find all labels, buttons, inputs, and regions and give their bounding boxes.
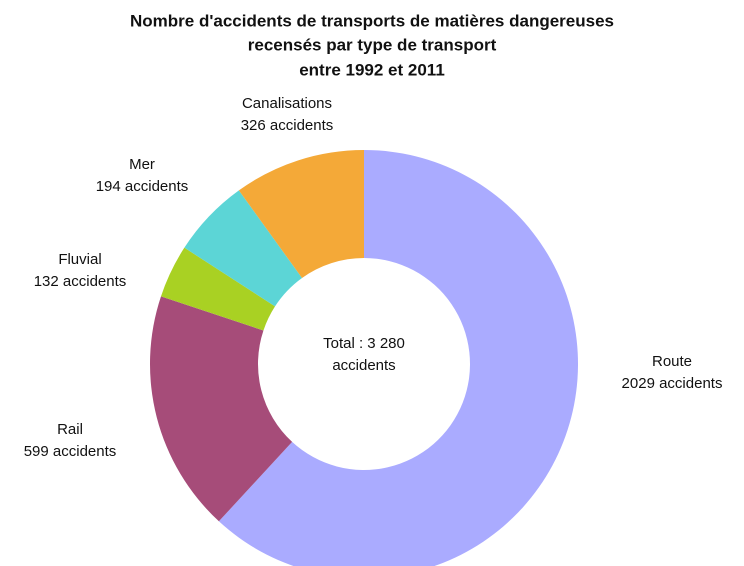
center-label: Total : 3 280	[323, 335, 405, 352]
segment-label: Canalisations	[242, 95, 332, 112]
donut-segment	[238, 150, 364, 279]
segment-value-label: 326 accidents	[241, 117, 334, 134]
chart-title: Nombre d'accidents de transports de mati…	[130, 11, 614, 30]
donut-segment	[150, 296, 293, 522]
segment-value-label: 194 accidents	[96, 178, 189, 195]
segment-label: Fluvial	[58, 251, 101, 268]
segment-value-label: 2029 accidents	[622, 375, 723, 392]
segment-label: Rail	[57, 421, 83, 438]
segment-label: Mer	[129, 156, 155, 173]
segment-value-label: 132 accidents	[34, 273, 127, 290]
donut-segment	[160, 247, 276, 331]
donut-segment	[218, 150, 578, 566]
segment-label: Route	[652, 353, 692, 370]
chart-title: recensés par type de transport	[248, 35, 497, 54]
donut-segment	[184, 190, 303, 307]
center-label: accidents	[332, 357, 395, 374]
segment-value-label: 599 accidents	[24, 443, 117, 460]
chart-title: entre 1992 et 2011	[299, 60, 445, 79]
